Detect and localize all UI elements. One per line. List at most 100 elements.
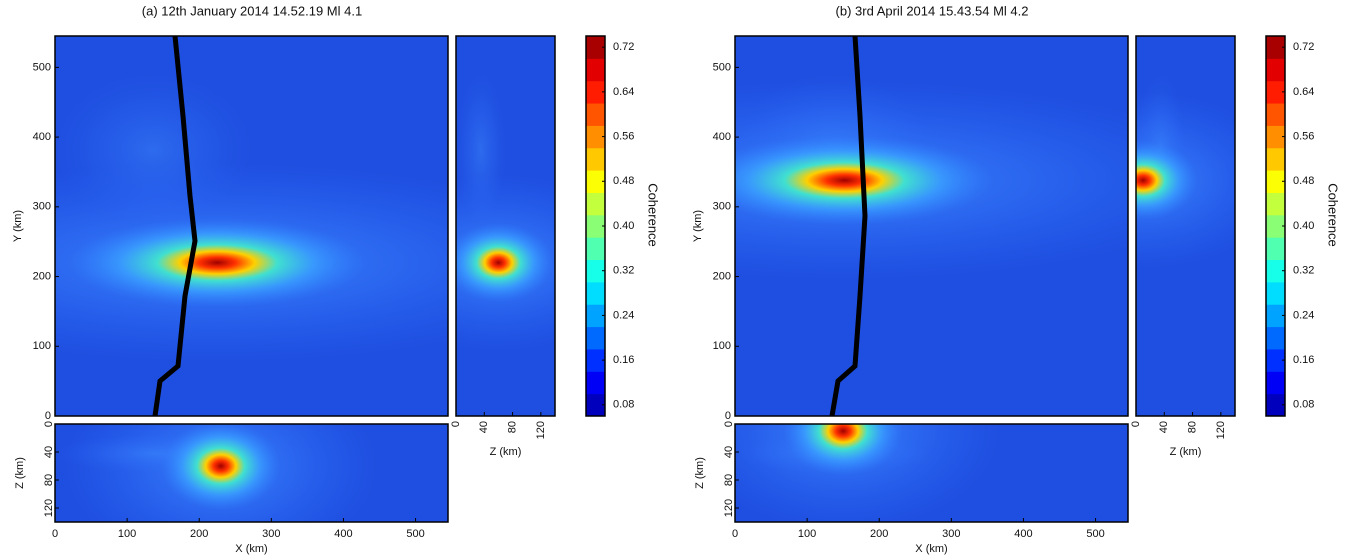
y-axis-label: Y (km) [12, 210, 24, 242]
colorbar-band [1266, 170, 1285, 193]
colorbar-band [586, 58, 605, 82]
axes-frame [734, 423, 1129, 523]
fault-line [152, 36, 198, 416]
contour-field [456, 36, 555, 416]
colorbar-band [586, 80, 605, 104]
x-axis-label: Z (km) [490, 446, 522, 458]
colorbar-tick-label: 0.08 [1293, 399, 1314, 411]
fault-line [829, 36, 868, 416]
colorbar-band [586, 281, 605, 305]
colorbar-tick-label: 0.72 [1293, 41, 1314, 53]
colorbar-tick-label: 0.32 [1293, 265, 1314, 277]
x-tick-label: 120 [535, 421, 547, 439]
contour-field [1136, 36, 1235, 416]
y-tick-label: 300 [33, 201, 51, 213]
y-tick-label: 400 [713, 131, 731, 143]
colorbar-band [1266, 58, 1285, 82]
colorbar-label: Coherence [646, 183, 661, 247]
colorbar-band [1266, 348, 1285, 372]
colorbar-band [586, 393, 605, 417]
x-tick-label: 0 [1130, 421, 1142, 427]
y-tick-label: 80 [43, 474, 55, 486]
colorbar-band [1266, 147, 1285, 171]
y-tick-label: 0 [723, 421, 735, 427]
y-tick-label: 400 [33, 131, 51, 143]
colorbar-band [1266, 281, 1285, 305]
colorbar-band [586, 348, 605, 372]
colorbar-tick-label: 0.64 [1293, 86, 1314, 98]
y-tick-label: 200 [33, 270, 51, 282]
colorbar-band [586, 326, 605, 350]
colorbar-tick-label: 0.48 [1293, 175, 1314, 187]
y-tick-label: 0 [725, 410, 731, 422]
contour-field [735, 424, 1128, 522]
colorbar-tick-label: 0.32 [613, 265, 634, 277]
x-tick-label: 120 [1215, 421, 1227, 439]
x-tick-label: 400 [334, 528, 352, 540]
colorbar-band [586, 125, 605, 149]
colorbar-band [1266, 304, 1285, 328]
colorbar-band [586, 214, 605, 238]
colorbar-band [1266, 393, 1285, 417]
colorbar-band [586, 259, 605, 283]
colorbar-tick-label: 0.64 [613, 86, 634, 98]
y-tick-label: 40 [43, 446, 55, 458]
colorbar-tick-label: 0.48 [613, 175, 634, 187]
contour-field [735, 36, 1128, 416]
colorbar-band [586, 192, 605, 216]
x-tick-label: 100 [118, 528, 136, 540]
colorbar-band [1266, 103, 1285, 126]
colorbar-tick-label: 0.24 [1293, 309, 1314, 321]
x-tick-label: 200 [870, 528, 888, 540]
axes-frame [1135, 35, 1236, 417]
y-tick-label: 300 [713, 201, 731, 213]
chart-title: (b) 3rd April 2014 15.43.54 Ml 4.2 [836, 3, 1029, 18]
x-tick-label: 300 [942, 528, 960, 540]
colorbar-band [1266, 36, 1285, 59]
y-tick-label: 0 [45, 410, 51, 422]
y-tick-label: 500 [713, 61, 731, 73]
coherence-peak [67, 217, 368, 308]
y-axis-label: Y (km) [692, 210, 704, 242]
y-tick-label: 100 [713, 340, 731, 352]
x-tick-label: 80 [1186, 421, 1198, 433]
y-axis-label: Z (km) [14, 457, 26, 489]
x-axis-label: X (km) [915, 543, 947, 555]
y-tick-label: 120 [43, 499, 55, 517]
y-tick-label: 0 [43, 421, 55, 427]
panel-group: (b) 3rd April 2014 15.43.54 Ml 4.2 0 100 20… [692, 3, 1341, 555]
coherence-peak [735, 135, 995, 226]
axes-frame [54, 423, 449, 523]
colorbar-band [586, 170, 605, 193]
field-glow [456, 74, 506, 226]
colorbar-tick-label: 0.56 [1293, 130, 1314, 142]
colorbar-band [1266, 326, 1285, 350]
coherence-peak [160, 424, 281, 511]
colorbar-tick-label: 0.24 [613, 309, 634, 321]
x-tick-label: 300 [262, 528, 280, 540]
colorbar-band [586, 36, 605, 59]
x-tick-label: 0 [450, 421, 462, 427]
colorbar-tick-label: 0.40 [613, 220, 634, 232]
colorbar-tick-label: 0.16 [613, 354, 634, 366]
coherence-peak [456, 222, 554, 303]
y-tick-label: 100 [33, 340, 51, 352]
colorbar-label: Coherence [1326, 183, 1341, 247]
colorbar-band [1266, 259, 1285, 283]
x-tick-label: 500 [1086, 528, 1104, 540]
colorbar-band [1266, 192, 1285, 216]
colorbar-band [586, 237, 605, 261]
chart-title: (a) 12th January 2014 14.52.19 Ml 4.1 [142, 3, 362, 18]
contour-field [55, 424, 448, 522]
colorbar-band [1266, 80, 1285, 104]
x-tick-label: 400 [1014, 528, 1032, 540]
x-tick-label: 40 [1158, 421, 1170, 433]
y-tick-label: 120 [723, 499, 735, 517]
colorbar-tick-label: 0.16 [1293, 354, 1314, 366]
axes-frame [455, 35, 556, 417]
y-axis-label: Z (km) [694, 457, 706, 489]
x-tick-label: 100 [798, 528, 816, 540]
x-tick-label: 0 [732, 528, 738, 540]
axes-frame [734, 35, 1129, 417]
